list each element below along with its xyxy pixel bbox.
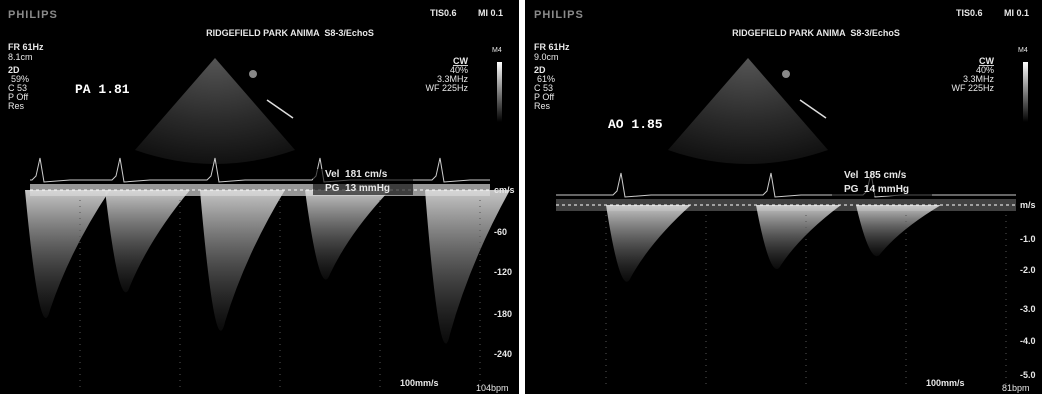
title: RIDGEFIELD PARK ANIMA S8-3/EchoS [732,28,900,38]
sector-dot [782,70,790,78]
left-param: 9.0cm [534,52,559,62]
brand: PHILIPS [8,9,58,21]
left-param: FR 61Hz [534,42,570,52]
title: RIDGEFIELD PARK ANIMA S8-3/EchoS [206,28,374,38]
scale-label: -4.0 [1020,336,1036,346]
mi: MI 0.1 [1004,8,1029,18]
right-param: WF 225Hz [425,83,468,93]
tis: TIS0.6 [430,8,457,18]
left-param: Res [8,101,25,111]
scale-unit: m/s [1020,200,1036,210]
map: M4 [492,47,502,54]
heart-rate: 81bpm [1002,383,1030,393]
ultrasound-screen: PHILIPS TIS0.6 MI 0.1 RIDGEFIELD PARK ANIMA… [0,0,1042,394]
measurement: AO 1.85 [608,117,663,132]
left-param: 8.1cm [8,52,33,62]
scale-label: -1.0 [1020,234,1036,244]
velocity: Vel 185 cm/s [844,170,907,181]
brand: PHILIPS [534,9,584,21]
measurement: PA 1.81 [75,82,130,97]
scale-unit: cm/s [494,185,515,195]
map: M4 [1018,47,1028,54]
scale-label: -120 [494,267,512,277]
velocity: Vel 181 cm/s [325,169,388,180]
scale-label: -2.0 [1020,265,1036,275]
right-param: WF 225Hz [951,83,994,93]
mi: MI 0.1 [478,8,503,18]
gradient: PG 13 mmHg [325,183,390,194]
grayscale-bar [497,62,502,122]
scale-label: -60 [494,227,507,237]
page: PHILIPS TIS0.6 MI 0.1 RIDGEFIELD PARK ANIMA… [0,0,1042,394]
left-param: FR 61Hz [8,42,44,52]
scale-label: -5.0 [1020,370,1036,380]
scale-label: -180 [494,309,512,319]
heart-rate: 104bpm [476,383,509,393]
scale-label: -3.0 [1020,304,1036,314]
sweep: 100mm/s [400,378,439,388]
tis: TIS0.6 [956,8,983,18]
scale-label: -240 [494,349,512,359]
sector-dot [249,70,257,78]
panel-divider [519,0,525,394]
grayscale-bar [1023,62,1028,122]
gradient: PG 14 mmHg [844,184,909,195]
sweep: 100mm/s [926,378,965,388]
left-param: Res [534,101,551,111]
